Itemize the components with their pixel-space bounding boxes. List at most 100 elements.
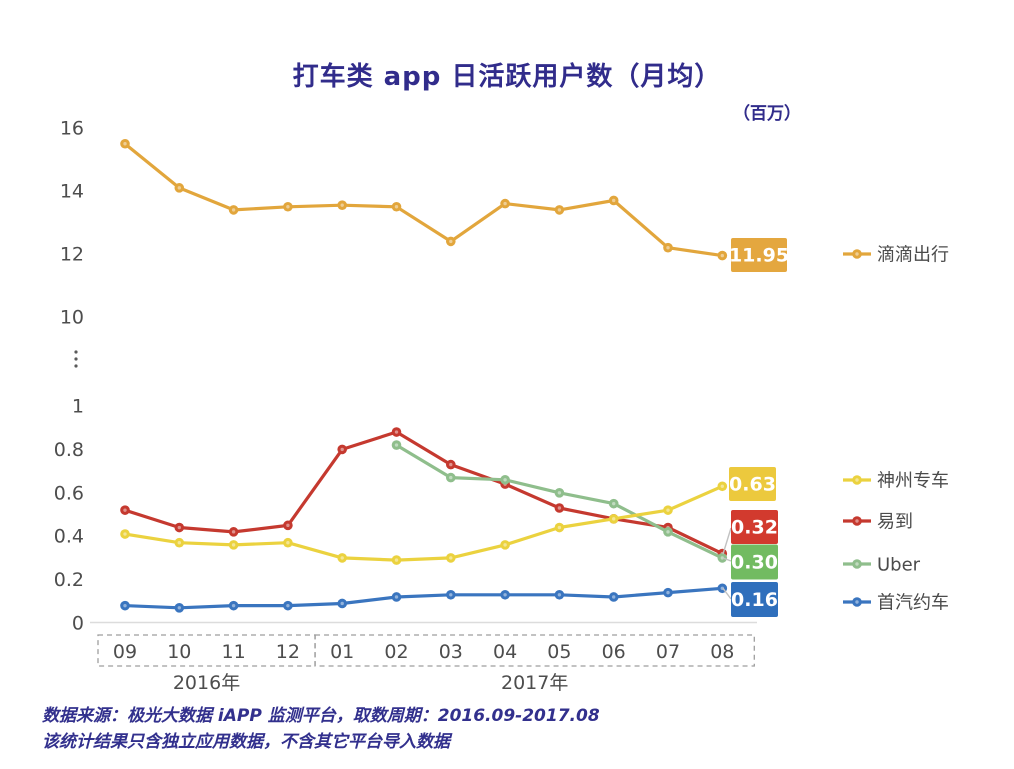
data-point-center [340,203,344,207]
data-point-center [449,593,453,597]
data-point [500,540,510,550]
y-axis-tick-upper: 14 [60,181,84,203]
y-axis-tick-lower: 0 [72,613,84,635]
data-point-center [394,443,399,447]
data-point [554,589,565,600]
data-point [717,553,728,563]
legend-dot-icon [852,475,862,485]
legend-label: 滴滴出行 [877,245,949,266]
x-axis-year-label: 2017年 [501,672,568,694]
data-point [391,555,402,565]
data-point-center [612,517,616,521]
data-point-center [286,205,290,209]
legend-item-shenzhou: 神州专车 [843,471,949,492]
data-point [174,603,185,613]
legend-label: Uber [877,555,921,576]
data-point [391,440,402,450]
data-point [337,598,348,609]
data-point [663,505,673,515]
series-shouqi [120,583,728,613]
legend-dot-icon [852,249,862,259]
value-badge-label-yidao: 0.32 [731,517,778,539]
data-point [717,481,728,492]
x-axis-month-tick: 10 [167,641,191,663]
data-point [228,600,239,611]
data-point-center [177,541,181,545]
data-point [283,520,293,531]
data-point [500,198,510,209]
legend-item-uber: Uber [843,555,921,576]
data-point-center [503,478,507,482]
data-point [663,242,673,253]
data-point-center [449,556,453,560]
data-point [174,522,185,533]
legend-item-yidao: 易到 [843,512,913,533]
data-point-center [340,601,344,606]
legend-label: 首汽约车 [877,593,949,614]
data-point-center [449,475,453,480]
data-point [391,592,402,602]
data-point-center [557,208,562,212]
data-point [120,138,130,149]
y-axis-break-icon [74,350,78,354]
data-point-center [340,556,344,560]
data-point-center [666,530,670,534]
data-point-center [503,543,507,547]
data-point [228,527,239,537]
data-point [120,529,130,539]
data-point-center [231,530,236,534]
legend-dot-icon [852,597,862,607]
data-point-center [666,590,670,595]
data-point-center [557,506,562,510]
data-point-center [231,543,236,547]
data-point-center [557,525,562,530]
y-axis-tick-lower: 0.6 [54,482,84,504]
data-point-center [123,142,127,146]
legend-dot-icon [852,516,862,526]
data-point [337,444,348,455]
x-axis-month-tick: 02 [384,641,408,663]
data-source-note: 数据来源：极光大数据 iAPP 监测平台，取数周期：2016.09-2017.0… [42,703,600,755]
series-uber [391,440,728,563]
data-point-center [666,508,670,512]
y-axis-unit-label: （百万） [733,104,801,124]
data-point-center [177,525,181,530]
data-point-center [123,508,127,512]
legend-dot-center [855,478,859,482]
data-point [608,498,619,509]
data-point [337,553,348,563]
series-line-shouqi [123,586,724,610]
source-line-2: 该统计结果只含独立应用数据，不含其它平台导入数据 [42,732,450,752]
data-point [663,527,673,537]
data-point [717,250,728,261]
data-point-center [612,595,616,599]
x-axis-month-tick: 11 [222,641,246,663]
y-axis-tick-lower: 0.4 [54,526,84,548]
y-axis-tick-lower: 1 [72,396,84,418]
data-point [283,201,293,212]
x-axis-month-tick: 03 [439,641,463,663]
series-line-shenzhou [123,484,724,562]
value-badge-yidao [731,510,778,544]
data-point-center [177,606,181,610]
data-point [500,474,510,485]
data-point-center [123,532,127,536]
x-axis-month-tick: 12 [276,641,300,663]
legend-item-didi: 滴滴出行 [843,245,949,266]
data-point [283,537,293,548]
legend-dot-center [855,600,859,604]
data-point [174,537,185,548]
x-axis-year-label: 2016年 [173,672,240,694]
data-point-center [612,198,616,203]
data-point [446,236,456,247]
series-line-didi [123,142,724,258]
x-axis-month-tick: 05 [547,641,571,663]
data-point-center [394,595,399,599]
data-point [337,200,348,210]
series-line-yidao [123,430,724,556]
data-point-center [177,186,181,190]
data-point [554,205,565,215]
badge-connector-shouqi [722,587,732,600]
